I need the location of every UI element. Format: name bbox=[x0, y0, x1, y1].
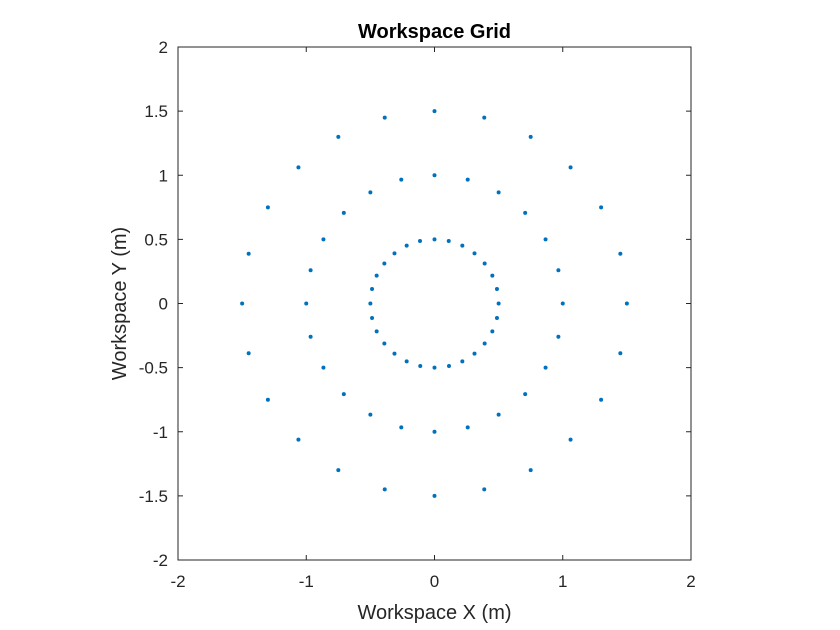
data-point bbox=[599, 397, 604, 402]
data-point bbox=[490, 273, 495, 278]
data-point bbox=[446, 239, 451, 244]
data-point bbox=[368, 301, 373, 306]
data-point bbox=[556, 268, 561, 273]
data-point bbox=[265, 397, 270, 402]
data-point bbox=[472, 351, 477, 356]
data-point bbox=[265, 205, 270, 210]
data-point bbox=[374, 273, 379, 278]
data-point bbox=[432, 173, 437, 178]
data-point bbox=[496, 412, 501, 417]
data-point bbox=[472, 251, 477, 256]
data-point bbox=[336, 134, 341, 139]
y-tick-label: -1.5 bbox=[139, 487, 168, 506]
data-point bbox=[496, 190, 501, 195]
data-point bbox=[368, 412, 373, 417]
data-point bbox=[490, 329, 495, 334]
data-point bbox=[418, 239, 423, 244]
data-point bbox=[432, 493, 437, 498]
data-point bbox=[523, 210, 528, 215]
data-point bbox=[370, 287, 375, 292]
tick-labels: -2 -1 0 1 2 -2 -1.5 -1 -0.5 0 0.5 1 1.5 2 bbox=[139, 38, 696, 591]
data-point bbox=[382, 115, 387, 120]
data-point bbox=[246, 351, 251, 356]
y-tick-label: 1 bbox=[159, 166, 168, 185]
chart-title: Workspace Grid bbox=[358, 21, 511, 43]
data-point bbox=[368, 190, 373, 195]
y-tick-label: 2 bbox=[159, 38, 168, 57]
data-points bbox=[240, 109, 629, 498]
x-tick-label: 0 bbox=[430, 572, 439, 591]
data-point bbox=[374, 329, 379, 334]
data-point bbox=[308, 268, 313, 273]
data-point bbox=[296, 437, 301, 442]
data-point bbox=[618, 351, 623, 356]
data-point bbox=[528, 134, 533, 139]
data-point bbox=[624, 301, 629, 306]
y-axis-label: Workspace Y (m) bbox=[109, 227, 131, 380]
data-point bbox=[336, 468, 341, 473]
y-tick-label: -1 bbox=[153, 423, 168, 442]
data-point bbox=[556, 334, 561, 339]
data-point bbox=[432, 237, 437, 242]
data-point bbox=[399, 425, 404, 430]
data-point bbox=[482, 487, 487, 492]
data-point bbox=[399, 177, 404, 182]
data-point bbox=[382, 487, 387, 492]
data-point bbox=[494, 315, 499, 320]
data-point bbox=[370, 315, 375, 320]
data-point bbox=[304, 301, 309, 306]
data-point bbox=[568, 165, 573, 170]
data-point bbox=[321, 237, 326, 242]
x-tick-label: 1 bbox=[558, 572, 567, 591]
data-point bbox=[392, 351, 397, 356]
data-point bbox=[460, 243, 465, 248]
data-point bbox=[465, 425, 470, 430]
data-point bbox=[418, 363, 423, 368]
data-point bbox=[599, 205, 604, 210]
data-point bbox=[543, 365, 548, 370]
data-point bbox=[308, 334, 313, 339]
data-point bbox=[341, 392, 346, 397]
data-point bbox=[296, 165, 301, 170]
data-point bbox=[341, 210, 346, 215]
data-point bbox=[496, 301, 501, 306]
data-point bbox=[392, 251, 397, 256]
data-point bbox=[568, 437, 573, 442]
tick-marks bbox=[177, 46, 692, 561]
data-point bbox=[523, 392, 528, 397]
data-point bbox=[528, 468, 533, 473]
data-point bbox=[482, 341, 487, 346]
data-point bbox=[460, 359, 465, 364]
data-point bbox=[404, 243, 409, 248]
data-point bbox=[494, 287, 499, 292]
data-point bbox=[321, 365, 326, 370]
x-tick-label: -2 bbox=[170, 572, 185, 591]
data-point bbox=[404, 359, 409, 364]
data-point bbox=[543, 237, 548, 242]
data-point bbox=[432, 365, 437, 370]
data-point bbox=[446, 363, 451, 368]
data-point bbox=[465, 177, 470, 182]
y-tick-label: -0.5 bbox=[139, 359, 168, 378]
data-point bbox=[432, 429, 437, 434]
data-point bbox=[382, 261, 387, 266]
x-tick-label: -1 bbox=[299, 572, 314, 591]
x-axis-label: Workspace X (m) bbox=[357, 602, 511, 624]
data-point bbox=[482, 115, 487, 120]
data-point bbox=[560, 301, 565, 306]
data-point bbox=[246, 251, 251, 256]
plot-area bbox=[177, 46, 692, 561]
y-tick-label: -2 bbox=[153, 551, 168, 570]
y-tick-label: 0.5 bbox=[144, 230, 168, 249]
data-point bbox=[432, 109, 437, 114]
x-tick-label: 2 bbox=[686, 572, 695, 591]
data-point bbox=[240, 301, 245, 306]
data-point bbox=[382, 341, 387, 346]
data-point bbox=[482, 261, 487, 266]
y-tick-label: 1.5 bbox=[144, 102, 168, 121]
data-point bbox=[618, 251, 623, 256]
y-tick-label: 0 bbox=[159, 295, 168, 314]
